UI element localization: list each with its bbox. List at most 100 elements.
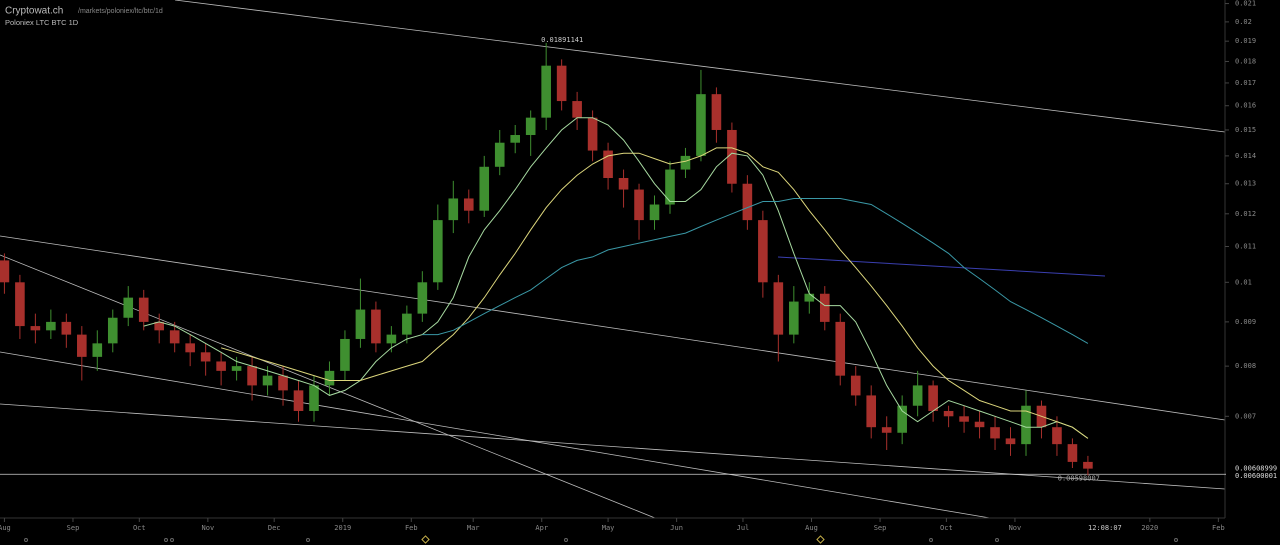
x-tick-label: Oct — [940, 524, 953, 532]
candle-body — [758, 220, 768, 283]
event-icon[interactable] — [306, 538, 310, 542]
candle-body — [680, 155, 691, 170]
candle-body — [340, 338, 350, 371]
x-tick-label: Aug — [0, 524, 11, 532]
candle-body — [990, 427, 1000, 439]
time-label-box — [1087, 523, 1124, 533]
y-tick-label: 0.018 — [1235, 57, 1256, 65]
candle-body — [634, 189, 644, 221]
candle-body — [355, 309, 366, 339]
candle-body — [433, 220, 443, 283]
candle-body — [727, 129, 737, 184]
x-tick-label: Feb — [405, 524, 418, 532]
x-tick-label: Aug — [805, 524, 818, 532]
candle-body — [556, 65, 567, 102]
moving-average — [220, 147, 1089, 439]
candle-body — [649, 204, 660, 221]
candle-body — [603, 150, 613, 178]
event-icon[interactable] — [170, 538, 174, 542]
x-tick-label: Oct — [133, 524, 146, 532]
candle-body — [928, 385, 938, 411]
candle-body — [262, 375, 273, 386]
candle-body — [309, 385, 319, 411]
bottom-icons — [24, 535, 1178, 544]
y-tick-label: 0.011 — [1235, 242, 1256, 250]
x-tick-label: Nov — [1009, 524, 1022, 532]
candle-body — [278, 375, 288, 391]
candle-body — [494, 142, 505, 167]
event-icon[interactable] — [995, 538, 999, 542]
event-icon[interactable] — [564, 538, 568, 542]
y-tick-label: 0.01 — [1235, 278, 1252, 286]
candle-body — [30, 326, 41, 331]
candle-body — [618, 177, 629, 190]
candle-body — [77, 334, 87, 357]
candle-body — [819, 293, 830, 322]
time-label: 12:08:07 — [1088, 524, 1122, 532]
y-tick-label: 0.021 — [1235, 0, 1256, 8]
level-price-box — [1226, 472, 1280, 481]
y-tick-label: 0.02 — [1235, 18, 1252, 26]
y-tick-label: 0.015 — [1235, 126, 1256, 134]
candle-body — [912, 385, 923, 406]
x-tick-label: Mar — [467, 524, 480, 532]
candles — [0, 42, 1093, 476]
event-icon[interactable] — [164, 538, 168, 542]
candle-body — [123, 297, 134, 318]
y-tick-label: 0.009 — [1235, 318, 1256, 326]
candle-body — [479, 166, 490, 211]
trend-line — [174, 0, 1226, 133]
candle-body — [974, 421, 985, 428]
candle-body — [943, 410, 954, 417]
moving-average — [143, 117, 1089, 439]
candle-body — [1005, 438, 1016, 445]
candle-body — [804, 293, 815, 302]
site-name[interactable]: Cryptowat.ch — [5, 6, 63, 17]
pair-label: Poloniex LTC BTC 1D — [5, 18, 79, 27]
event-icon[interactable] — [421, 535, 430, 544]
event-icon[interactable] — [929, 538, 933, 542]
candle-body — [61, 321, 72, 335]
event-icon[interactable] — [24, 538, 28, 542]
high-label: 0.01891141 — [541, 36, 583, 44]
x-tick-label: Apr — [535, 524, 548, 532]
y-tick-label: 0.007 — [1235, 412, 1256, 420]
candle-body — [1021, 405, 1031, 445]
x-tick-label: Dec — [268, 524, 281, 532]
candle-body — [231, 366, 242, 371]
x-tick-label: Jul — [737, 524, 750, 532]
last-price-box — [1226, 464, 1280, 473]
candle-body — [169, 330, 180, 344]
event-icon[interactable] — [816, 535, 825, 544]
candle-body — [0, 260, 10, 283]
candle-body — [463, 198, 474, 211]
event-icon[interactable] — [1174, 538, 1178, 542]
moving-average — [422, 198, 1089, 344]
site-path: /markets/poloniex/ltc/btc/1d — [78, 8, 163, 15]
candle-body — [696, 94, 706, 156]
candle-body — [835, 321, 846, 376]
candle-body — [866, 395, 877, 428]
candle-body — [92, 343, 103, 357]
y-tick-label: 0.014 — [1235, 152, 1256, 160]
candle-body — [200, 352, 211, 362]
y-tick-label: 0.013 — [1235, 180, 1256, 188]
candle-body — [541, 65, 551, 118]
last-price-label: 0.00608999 — [1235, 465, 1277, 473]
x-tick-label: Sep — [874, 524, 887, 532]
x-tick-label: 2020 — [1141, 524, 1158, 532]
candle-body — [525, 117, 536, 136]
candle-body — [417, 282, 428, 314]
trend-line — [0, 235, 1226, 421]
candle-body — [138, 297, 149, 322]
candle-body — [1067, 444, 1078, 462]
y-tick-label: 0.008 — [1235, 362, 1256, 370]
candle-body — [107, 317, 118, 344]
x-tick-label: Jun — [670, 524, 683, 532]
low-label: 0.00598007 — [1058, 474, 1100, 482]
trend-line — [0, 403, 1226, 490]
x-tick-label: May — [602, 524, 615, 532]
level-price-label: 0.00600001 — [1235, 472, 1277, 480]
y-tick-label: 0.017 — [1235, 79, 1256, 87]
